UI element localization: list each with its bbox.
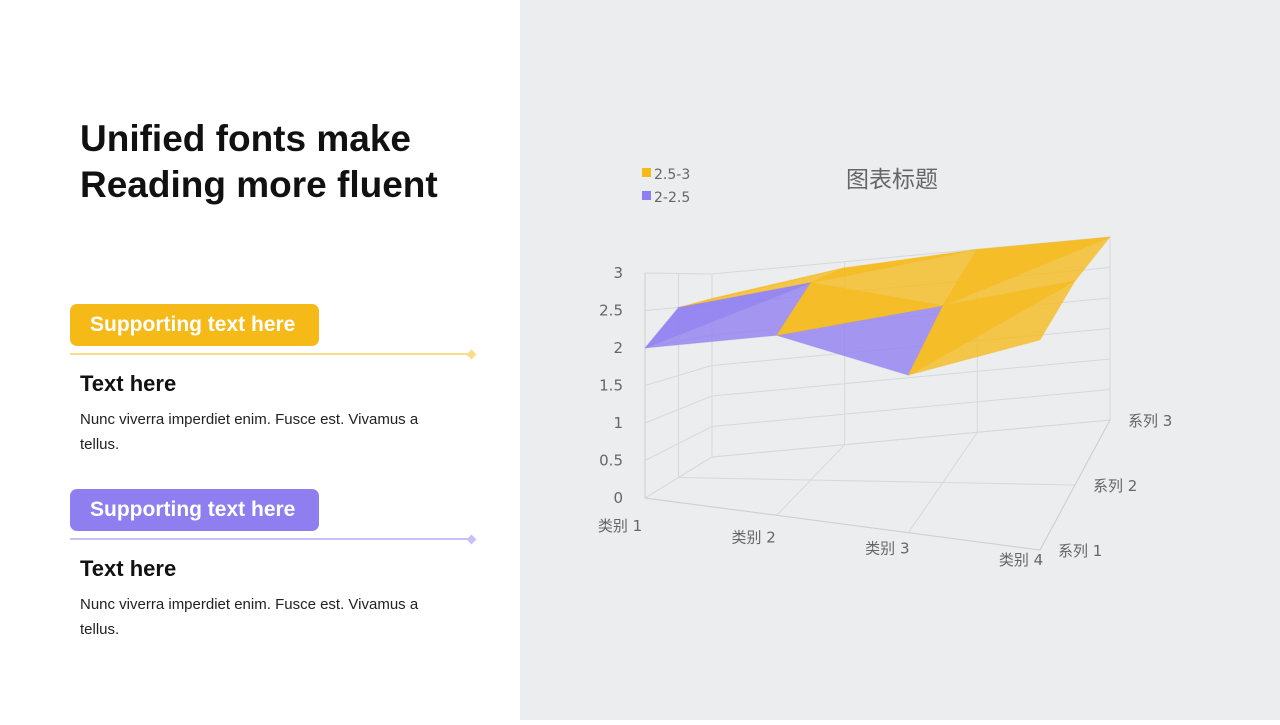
slide-title: Unified fonts make Reading more fluent <box>80 116 438 208</box>
surface-facet <box>907 280 1076 377</box>
diamond-icon <box>466 349 477 360</box>
z-tick-label: 1 <box>613 414 623 432</box>
divider-1 <box>70 353 470 355</box>
legend-label: 2-2.5 <box>654 190 690 206</box>
series-label: 系列 1 <box>1058 542 1102 560</box>
z-tick-label: 0.5 <box>599 452 623 470</box>
category-label: 类别 3 <box>865 540 909 558</box>
z-tick-label: 0 <box>613 489 623 507</box>
divider-2 <box>70 538 470 540</box>
surface-facet <box>644 282 811 349</box>
legend-swatch <box>642 191 651 200</box>
diamond-icon <box>466 534 477 545</box>
gridline <box>644 389 1111 461</box>
series-label: 系列 3 <box>1128 412 1172 430</box>
supporting-pill-2: Supporting text here <box>70 489 319 531</box>
legend: 2.5-3 2-2.5 <box>642 167 690 206</box>
title-line-2: Reading more fluent <box>80 164 438 205</box>
surface-facet <box>775 282 943 337</box>
chart-title: 图表标题 <box>846 167 938 193</box>
block-heading-2: Text here <box>80 556 177 581</box>
gridline <box>644 419 1111 499</box>
block-body-1: Nunc viverra imperdiet enim. Fusce est. … <box>80 411 419 453</box>
legend-label: 2.5-3 <box>654 167 690 183</box>
surface-facet <box>941 236 1111 307</box>
surface-facet <box>810 248 978 284</box>
z-tick-label: 2.5 <box>599 302 623 320</box>
gridline <box>644 358 1111 424</box>
chart-panel: 图表标题 2.5-3 2-2.5 0 0.5 1 1.5 2 2.5 3 类别 1 类别 2 类别 … <box>520 0 1280 720</box>
z-tick-label: 2 <box>613 339 623 357</box>
legend-swatch <box>642 168 651 177</box>
z-tick-label: 1.5 <box>599 377 623 395</box>
block-heading-1: Text here <box>80 371 177 396</box>
z-tick-label: 3 <box>613 264 623 282</box>
surface-chart: 图表标题 2.5-3 2-2.5 0 0.5 1 1.5 2 2.5 3 类别 1 类别 2 类别 … <box>598 167 1172 569</box>
category-label: 类别 1 <box>598 517 642 535</box>
title-line-1: Unified fonts make <box>80 118 411 159</box>
surface-facet <box>678 267 845 308</box>
text-panel: Unified fonts make Reading more fluent S… <box>0 0 520 720</box>
block-body-2: Nunc viverra imperdiet enim. Fusce est. … <box>80 596 419 638</box>
category-label: 类别 4 <box>999 551 1043 569</box>
axis-labels: 0 0.5 1 1.5 2 2.5 3 类别 1 类别 2 类别 3 类别 4 系列 1 系列 2 系列 … <box>598 264 1172 569</box>
axis-line <box>644 273 1111 551</box>
supporting-pill-1: Supporting text here <box>70 304 319 346</box>
series-label: 系列 2 <box>1093 477 1137 495</box>
category-label: 类别 2 <box>732 528 776 546</box>
surface <box>644 235 1112 377</box>
